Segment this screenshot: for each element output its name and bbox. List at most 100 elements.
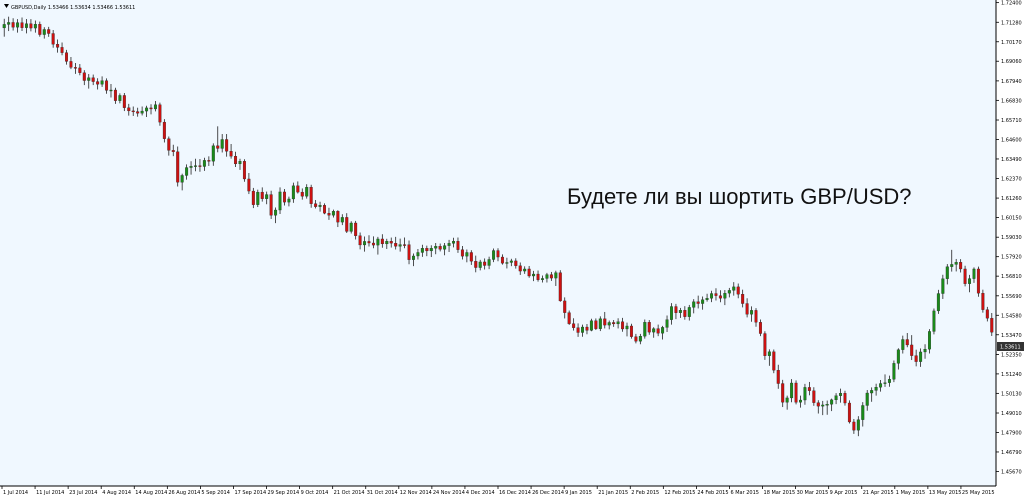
candle-body-bear xyxy=(647,322,651,333)
candle-body-bear xyxy=(807,387,811,391)
price-tick-label: 1.70170 xyxy=(1001,40,1022,46)
candle-body-bull xyxy=(919,351,923,362)
candle-body-bear xyxy=(847,402,851,423)
candle-body-bear xyxy=(905,339,909,346)
time-tick-label: 9 Jan 2015 xyxy=(565,490,592,496)
candle-body-bear xyxy=(51,33,55,45)
candle-body-bull xyxy=(732,286,736,291)
candle-body-bear xyxy=(558,272,562,302)
price-tick-label: 1.55690 xyxy=(1001,294,1022,300)
candle-body-bear xyxy=(336,211,340,223)
symbol-info-text: GBPUSD,Daily 1.53466 1.53634 1.53466 1.5… xyxy=(11,5,135,11)
candle-body-bear xyxy=(380,238,384,245)
candle-body-bull xyxy=(33,24,37,29)
candle-body-bull xyxy=(443,245,447,250)
candle-body-bear xyxy=(345,217,349,232)
candle-body-bear xyxy=(105,80,109,91)
candle-body-bull xyxy=(429,248,433,252)
candle-body-bull xyxy=(478,261,482,268)
candle-body-bull xyxy=(87,77,91,81)
candle-body-bear xyxy=(612,322,616,325)
candle-body-bull xyxy=(420,248,424,253)
candle-body-bear xyxy=(20,22,24,28)
price-tick-label: 1.54580 xyxy=(1001,313,1022,319)
price-tick-label: 1.59030 xyxy=(1001,235,1022,241)
candle-body-bull xyxy=(923,348,927,353)
candle-body-bull xyxy=(211,145,215,162)
candle-body-bull xyxy=(287,198,291,203)
candle-body-bull xyxy=(140,110,144,114)
symbol-dropdown-icon[interactable] xyxy=(4,4,9,8)
time-tick-label: 16 Dec 2014 xyxy=(499,490,531,496)
time-tick-label: 9 Apr 2015 xyxy=(830,490,858,496)
candle-body-bull xyxy=(790,382,794,399)
time-tick-label: 24 Nov 2014 xyxy=(433,490,465,496)
chart-background xyxy=(0,0,996,486)
candle-body-bull xyxy=(540,278,544,280)
price-tick-label: 1.67940 xyxy=(1001,79,1022,85)
candle-body-bear xyxy=(354,222,358,236)
candle-body-bear xyxy=(167,138,171,151)
candle-body-bull xyxy=(492,250,496,260)
price-tick-label: 1.69060 xyxy=(1001,59,1022,65)
time-tick-label: 24 Feb 2015 xyxy=(697,490,728,496)
candle-body-bear xyxy=(674,306,678,313)
candle-body-bull xyxy=(968,278,972,284)
candle-body-bear xyxy=(812,390,816,403)
candle-body-bear xyxy=(269,194,273,216)
candle-body-bear xyxy=(959,262,963,270)
candle-body-bull xyxy=(340,217,344,223)
current-price-label-bg xyxy=(997,342,1024,351)
candle-body-bull xyxy=(376,238,380,246)
candle-body-bear xyxy=(56,44,60,48)
candle-body-bear xyxy=(425,248,429,252)
candle-body-bear xyxy=(594,320,598,329)
time-tick-label: 21 Apr 2015 xyxy=(863,490,894,496)
candle-body-bear xyxy=(843,393,847,404)
candle-body-bull xyxy=(411,255,415,260)
candle-body-bear xyxy=(113,89,117,101)
candle-body-bear xyxy=(358,235,362,246)
candle-body-bull xyxy=(305,187,309,197)
candle-body-bear xyxy=(500,256,504,264)
time-tick-label: 31 Oct 2014 xyxy=(367,490,398,496)
candle-body-bull xyxy=(928,331,931,350)
candle-body-bear xyxy=(309,187,313,204)
price-tick-label: 1.64600 xyxy=(1001,137,1022,143)
candle-body-bull xyxy=(153,104,157,110)
candle-body-bull xyxy=(145,107,149,112)
candle-body-bear xyxy=(567,312,571,324)
candle-body-bear xyxy=(29,23,33,29)
candle-body-bear xyxy=(718,295,722,299)
candle-body-bear xyxy=(634,336,638,342)
candle-body-bull xyxy=(616,321,620,325)
candle-body-bear xyxy=(162,121,166,139)
candle-body-bear xyxy=(572,323,576,328)
candle-body-bull xyxy=(941,278,945,294)
time-tick-label: 5 Sep 2014 xyxy=(201,490,230,496)
header: GBPUSD,Daily 1.53466 1.53634 1.53466 1.5… xyxy=(4,4,135,11)
candle-body-bear xyxy=(772,351,776,371)
candle-body-bull xyxy=(318,205,322,207)
candle-body-bull xyxy=(723,293,727,299)
candle-body-bull xyxy=(710,293,714,299)
time-tick-label: 2 Feb 2015 xyxy=(631,490,659,496)
candle-body-bull xyxy=(220,139,224,149)
time-tick-label: 12 Feb 2015 xyxy=(664,490,695,496)
price-tick-label: 1.71280 xyxy=(1001,20,1022,26)
candle-body-bull xyxy=(452,241,456,244)
candle-body-bear xyxy=(914,355,918,362)
candle-body-bull xyxy=(349,222,353,232)
candle-body-bear xyxy=(260,191,264,199)
candle-body-bull xyxy=(100,80,104,85)
candle-body-bull xyxy=(278,191,282,211)
candle-body-bear xyxy=(11,22,15,28)
candle-body-bull xyxy=(856,419,860,431)
time-tick-label: 23 Jul 2014 xyxy=(69,490,97,496)
candle-body-bull xyxy=(434,246,438,249)
candle-body-bear xyxy=(763,333,767,356)
candle-body-bear xyxy=(403,244,407,246)
candle-body-bear xyxy=(656,328,660,334)
current-price-marker: 1.53611 xyxy=(997,342,1024,351)
